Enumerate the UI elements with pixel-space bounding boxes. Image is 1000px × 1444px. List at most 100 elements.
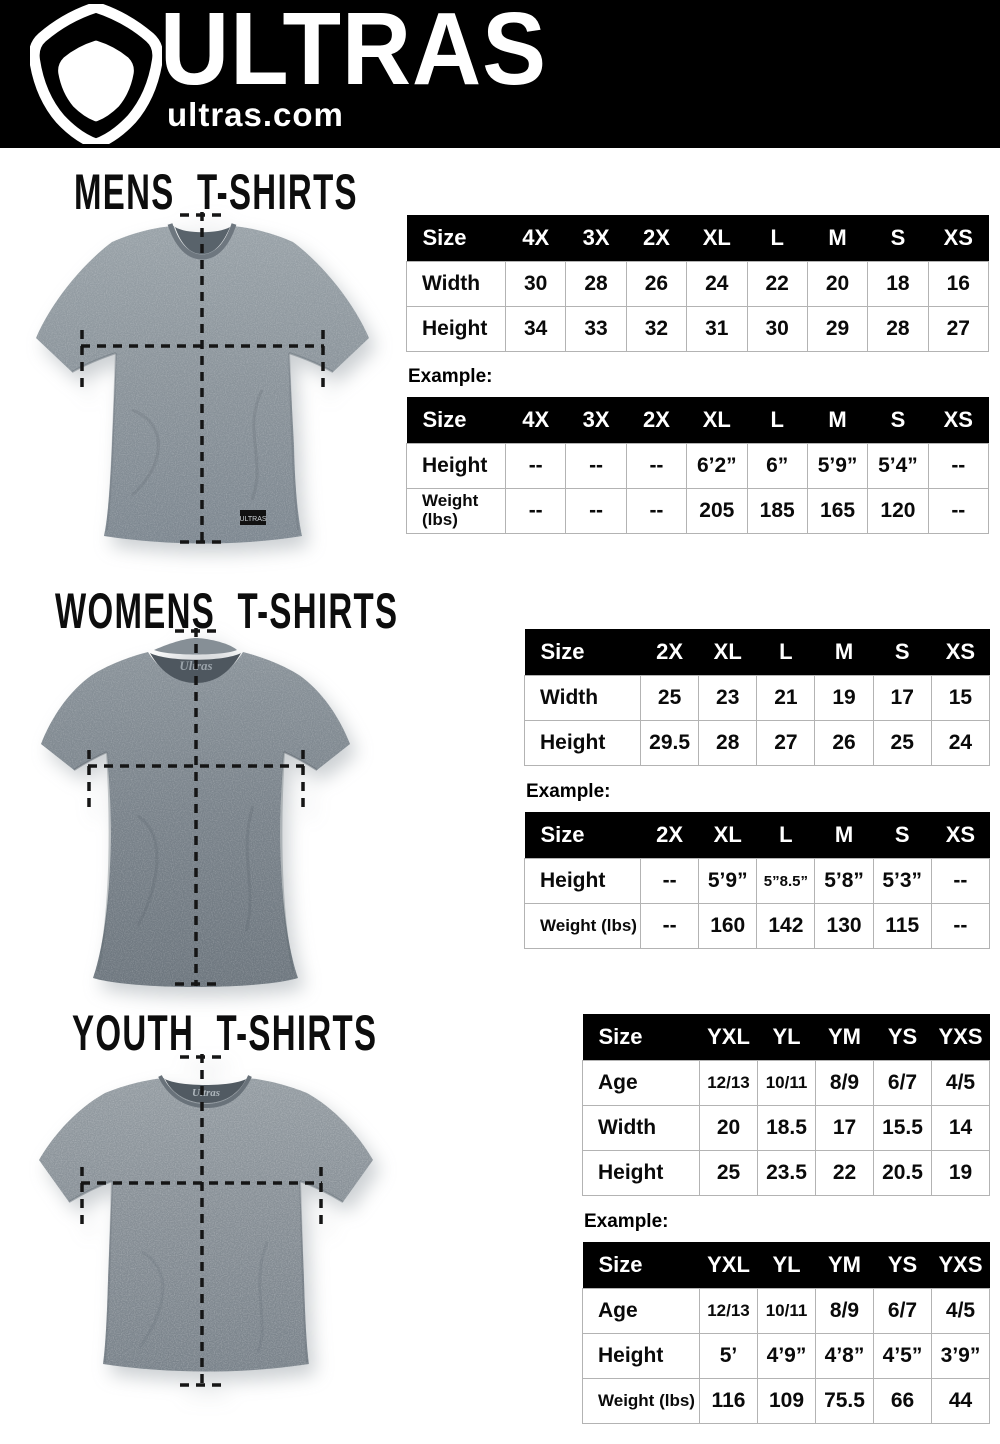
size-column-header: Size	[582, 1014, 700, 1061]
mens-size-table: Size 4X 3X 2X XL L M S XS Width 30 28 26 24 22 20 18 16 He…	[406, 215, 990, 352]
row-label: Width	[524, 675, 641, 721]
size-value-cell: 5’	[699, 1333, 758, 1379]
size-value-cell: --	[504, 488, 567, 534]
size-value-cell: 22	[746, 261, 808, 307]
size-value-cell: 18.5	[757, 1105, 816, 1151]
size-value-cell: 15.5	[873, 1105, 932, 1151]
size-value-cell: 6/7	[873, 1060, 932, 1106]
row-label: Height	[582, 1333, 700, 1379]
size-value-cell: --	[930, 903, 991, 949]
size-value-cell: 25	[639, 675, 700, 721]
size-header-cell: 2X	[640, 812, 699, 859]
size-header-cell: 3X	[565, 397, 627, 444]
row-label: Age	[582, 1060, 700, 1106]
size-value-cell: 4’9”	[757, 1333, 816, 1379]
youth-example-table: Size YXL YL YM YS YXS Age 12/13 10/11 8/9 6/7 4/5 He…	[582, 1242, 990, 1424]
size-value-cell: 12/13	[699, 1288, 758, 1334]
size-value-cell: --	[565, 443, 627, 489]
size-value-cell: 17	[872, 675, 932, 721]
row-label: Height	[406, 306, 506, 352]
size-header-cell: 3X	[565, 215, 627, 262]
size-header-cell: YM	[815, 1242, 874, 1289]
pentagon-shield-icon	[28, 1, 164, 150]
size-value-cell: 21	[756, 675, 816, 721]
size-value-cell: 26	[625, 261, 688, 307]
size-value-cell: 205	[686, 488, 748, 534]
size-value-cell: 26	[814, 720, 874, 766]
size-value-cell: 8/9	[815, 1060, 874, 1106]
site-url-link[interactable]: ultras.com	[167, 96, 344, 133]
size-value-cell: 31	[686, 306, 748, 352]
size-value-cell: 33	[565, 306, 627, 352]
size-value-cell: 44	[931, 1378, 990, 1424]
size-value-cell: 30	[746, 306, 808, 352]
youth-section-title: YOUTH T-SHIRTS	[72, 1005, 378, 1061]
size-value-cell: --	[625, 443, 688, 489]
mens-example-table: Size 4X 3X 2X XL L M S XS Height -- -- -- 6’2” 6” 5’9” 5…	[406, 397, 990, 534]
size-header-cell: XS	[928, 397, 989, 444]
size-header-cell: XS	[928, 215, 989, 262]
size-header-cell: YM	[815, 1014, 874, 1061]
size-value-cell: 34	[504, 306, 567, 352]
size-value-cell: 20	[699, 1105, 758, 1151]
svg-text:Ultras: Ultras	[192, 1087, 220, 1099]
size-value-cell: 19	[814, 675, 874, 721]
size-value-cell: 115	[872, 903, 932, 949]
size-header-cell: YS	[873, 1014, 932, 1061]
size-value-cell: 16	[927, 261, 990, 307]
size-value-cell: 25	[699, 1150, 758, 1196]
size-value-cell: 75.5	[815, 1378, 874, 1424]
size-header-cell: YS	[873, 1242, 932, 1289]
size-value-cell: --	[927, 488, 990, 534]
size-value-cell: --	[927, 443, 990, 489]
size-value-cell: 12/13	[699, 1060, 758, 1106]
size-header-cell: 4X	[505, 397, 566, 444]
size-header-cell: 2X	[640, 629, 699, 676]
size-value-cell: 4’8”	[815, 1333, 874, 1379]
size-header-cell: M	[807, 215, 868, 262]
row-label: Width	[582, 1105, 700, 1151]
size-column-header: Size	[406, 397, 506, 444]
measurement-lines	[87, 628, 305, 986]
row-label: Weight (lbs)	[524, 903, 641, 949]
size-value-cell: 109	[757, 1378, 816, 1424]
measurement-lines	[80, 1054, 323, 1387]
size-value-cell: 24	[930, 720, 991, 766]
row-label: Weight (lbs)	[582, 1378, 700, 1424]
size-header-cell: XS	[931, 812, 990, 859]
size-header-cell: YL	[757, 1242, 816, 1289]
size-value-cell: 3’9”	[931, 1333, 990, 1379]
row-label: Height	[582, 1150, 700, 1196]
size-header-cell: XL	[686, 397, 747, 444]
size-value-cell: 30	[504, 261, 567, 307]
size-value-cell: 28	[867, 306, 929, 352]
size-value-cell: 116	[699, 1378, 758, 1424]
size-value-cell: 5’9”	[806, 443, 869, 489]
size-value-cell: 5’3”	[872, 858, 932, 904]
size-value-cell: 28	[698, 720, 758, 766]
row-label: Height	[406, 443, 506, 489]
womens-section-title: WOMENS T-SHIRTS	[55, 583, 399, 639]
size-value-cell: 20	[806, 261, 869, 307]
row-label: Age	[582, 1288, 700, 1334]
size-value-cell: --	[639, 858, 700, 904]
size-value-cell: 10/11	[757, 1060, 816, 1106]
size-header-cell: YXL	[699, 1014, 758, 1061]
size-value-cell: 165	[806, 488, 869, 534]
size-header-cell: M	[807, 397, 868, 444]
mens-example-label: Example:	[408, 366, 493, 387]
size-value-cell: 6/7	[873, 1288, 932, 1334]
size-value-cell: 4/5	[931, 1060, 990, 1106]
row-label: Width	[406, 261, 506, 307]
size-header-cell: L	[747, 397, 808, 444]
size-column-header: Size	[524, 812, 641, 859]
womens-size-table: Size 2X XL L M S XS Width 25 23 21 19 17 15 Height 29.5…	[524, 629, 991, 766]
size-value-cell: 25	[872, 720, 932, 766]
measurement-lines	[80, 212, 325, 544]
mens-section-title: MENS T-SHIRTS	[74, 164, 358, 220]
size-value-cell: 23.5	[757, 1150, 816, 1196]
size-header-cell: S	[867, 215, 929, 262]
size-header-cell: 4X	[505, 215, 566, 262]
size-header-cell: S	[867, 397, 929, 444]
